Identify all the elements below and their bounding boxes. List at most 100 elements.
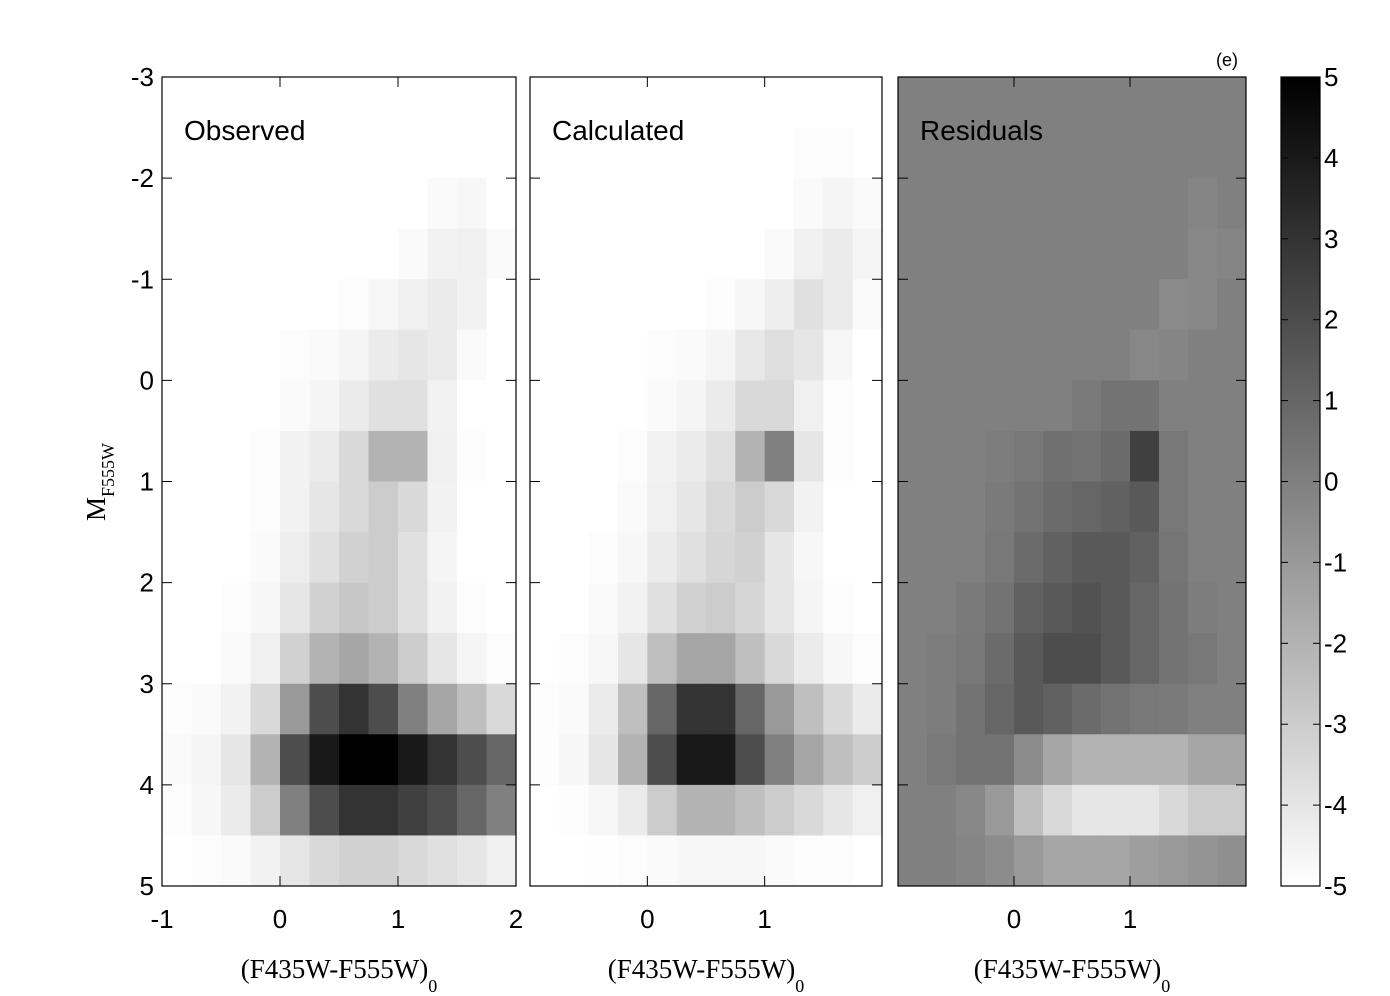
cell	[280, 127, 310, 179]
cell	[162, 77, 192, 129]
cell	[794, 430, 824, 482]
cell	[676, 835, 707, 887]
cell	[1014, 734, 1044, 786]
cell	[1101, 178, 1131, 230]
x-axis-label-sub: 0	[1161, 976, 1170, 996]
cell	[1014, 835, 1044, 887]
cell	[1217, 784, 1247, 836]
cell	[898, 784, 928, 836]
cell	[1101, 683, 1131, 735]
cell	[162, 784, 192, 836]
cell	[1043, 127, 1073, 179]
cell	[852, 835, 883, 887]
cell	[191, 481, 222, 533]
cell	[647, 279, 678, 331]
cell	[676, 784, 707, 836]
cell	[309, 380, 340, 432]
x-tick-label: 1	[1123, 904, 1137, 934]
cell	[427, 380, 458, 432]
cell	[1072, 228, 1102, 280]
cell	[486, 329, 517, 381]
cell	[280, 835, 310, 887]
cell	[676, 430, 707, 482]
cell	[794, 279, 824, 331]
cell	[735, 683, 766, 735]
cell	[486, 380, 517, 432]
cell	[368, 582, 399, 634]
cell	[280, 633, 310, 685]
cell	[927, 127, 957, 179]
cell	[250, 127, 281, 179]
cell	[1159, 633, 1189, 685]
cell	[398, 633, 428, 685]
cell	[368, 178, 399, 230]
cell	[618, 228, 648, 280]
cell	[588, 279, 619, 331]
cell	[1159, 228, 1189, 280]
cell	[985, 228, 1015, 280]
cell	[735, 633, 766, 685]
cell	[852, 77, 883, 129]
x-tick-label: -1	[150, 904, 173, 934]
cell	[1072, 481, 1102, 533]
cell	[1014, 784, 1044, 836]
cell	[1043, 784, 1073, 836]
x-tick-label: 1	[391, 904, 405, 934]
cell	[280, 329, 310, 381]
cell	[1101, 279, 1131, 331]
cell	[1130, 430, 1160, 482]
cell	[706, 582, 736, 634]
cell	[309, 835, 340, 887]
cell	[1130, 532, 1160, 584]
cell	[309, 582, 340, 634]
cell	[1217, 481, 1247, 533]
cell	[852, 481, 883, 533]
cell	[1130, 279, 1160, 331]
cell	[559, 835, 590, 887]
cell	[191, 532, 222, 584]
cell	[1217, 77, 1247, 129]
cell	[852, 228, 883, 280]
cell	[1043, 633, 1073, 685]
cell	[735, 835, 766, 887]
cell	[956, 633, 986, 685]
colorbar-tick-label: 4	[1324, 143, 1338, 173]
cell	[559, 582, 590, 634]
cell	[927, 481, 957, 533]
cell	[162, 228, 192, 280]
cell	[280, 380, 310, 432]
cell	[985, 481, 1015, 533]
cell	[588, 532, 619, 584]
cell	[221, 329, 251, 381]
cell	[1217, 430, 1247, 482]
cell	[457, 835, 487, 887]
cell	[764, 532, 795, 584]
cell	[764, 329, 795, 381]
cell	[457, 633, 487, 685]
cell	[1014, 683, 1044, 735]
cell	[1043, 835, 1073, 887]
cell	[559, 481, 590, 533]
cell	[1043, 734, 1073, 786]
cell	[1101, 633, 1131, 685]
cell	[162, 734, 192, 786]
cell	[162, 178, 192, 230]
cell	[398, 835, 428, 887]
cell	[339, 532, 369, 584]
cell	[250, 683, 281, 735]
cell	[588, 582, 619, 634]
cell	[559, 329, 590, 381]
cell	[588, 633, 619, 685]
cell	[1072, 178, 1102, 230]
panel-title: Calculated	[552, 115, 684, 146]
cell	[398, 532, 428, 584]
cell	[250, 784, 281, 836]
cell	[191, 228, 222, 280]
cell	[1159, 582, 1189, 634]
cell	[398, 127, 428, 179]
cell	[985, 835, 1015, 887]
cell	[530, 178, 560, 230]
cell	[309, 784, 340, 836]
cell	[1014, 279, 1044, 331]
y-axis-label: MF555W	[81, 443, 118, 521]
